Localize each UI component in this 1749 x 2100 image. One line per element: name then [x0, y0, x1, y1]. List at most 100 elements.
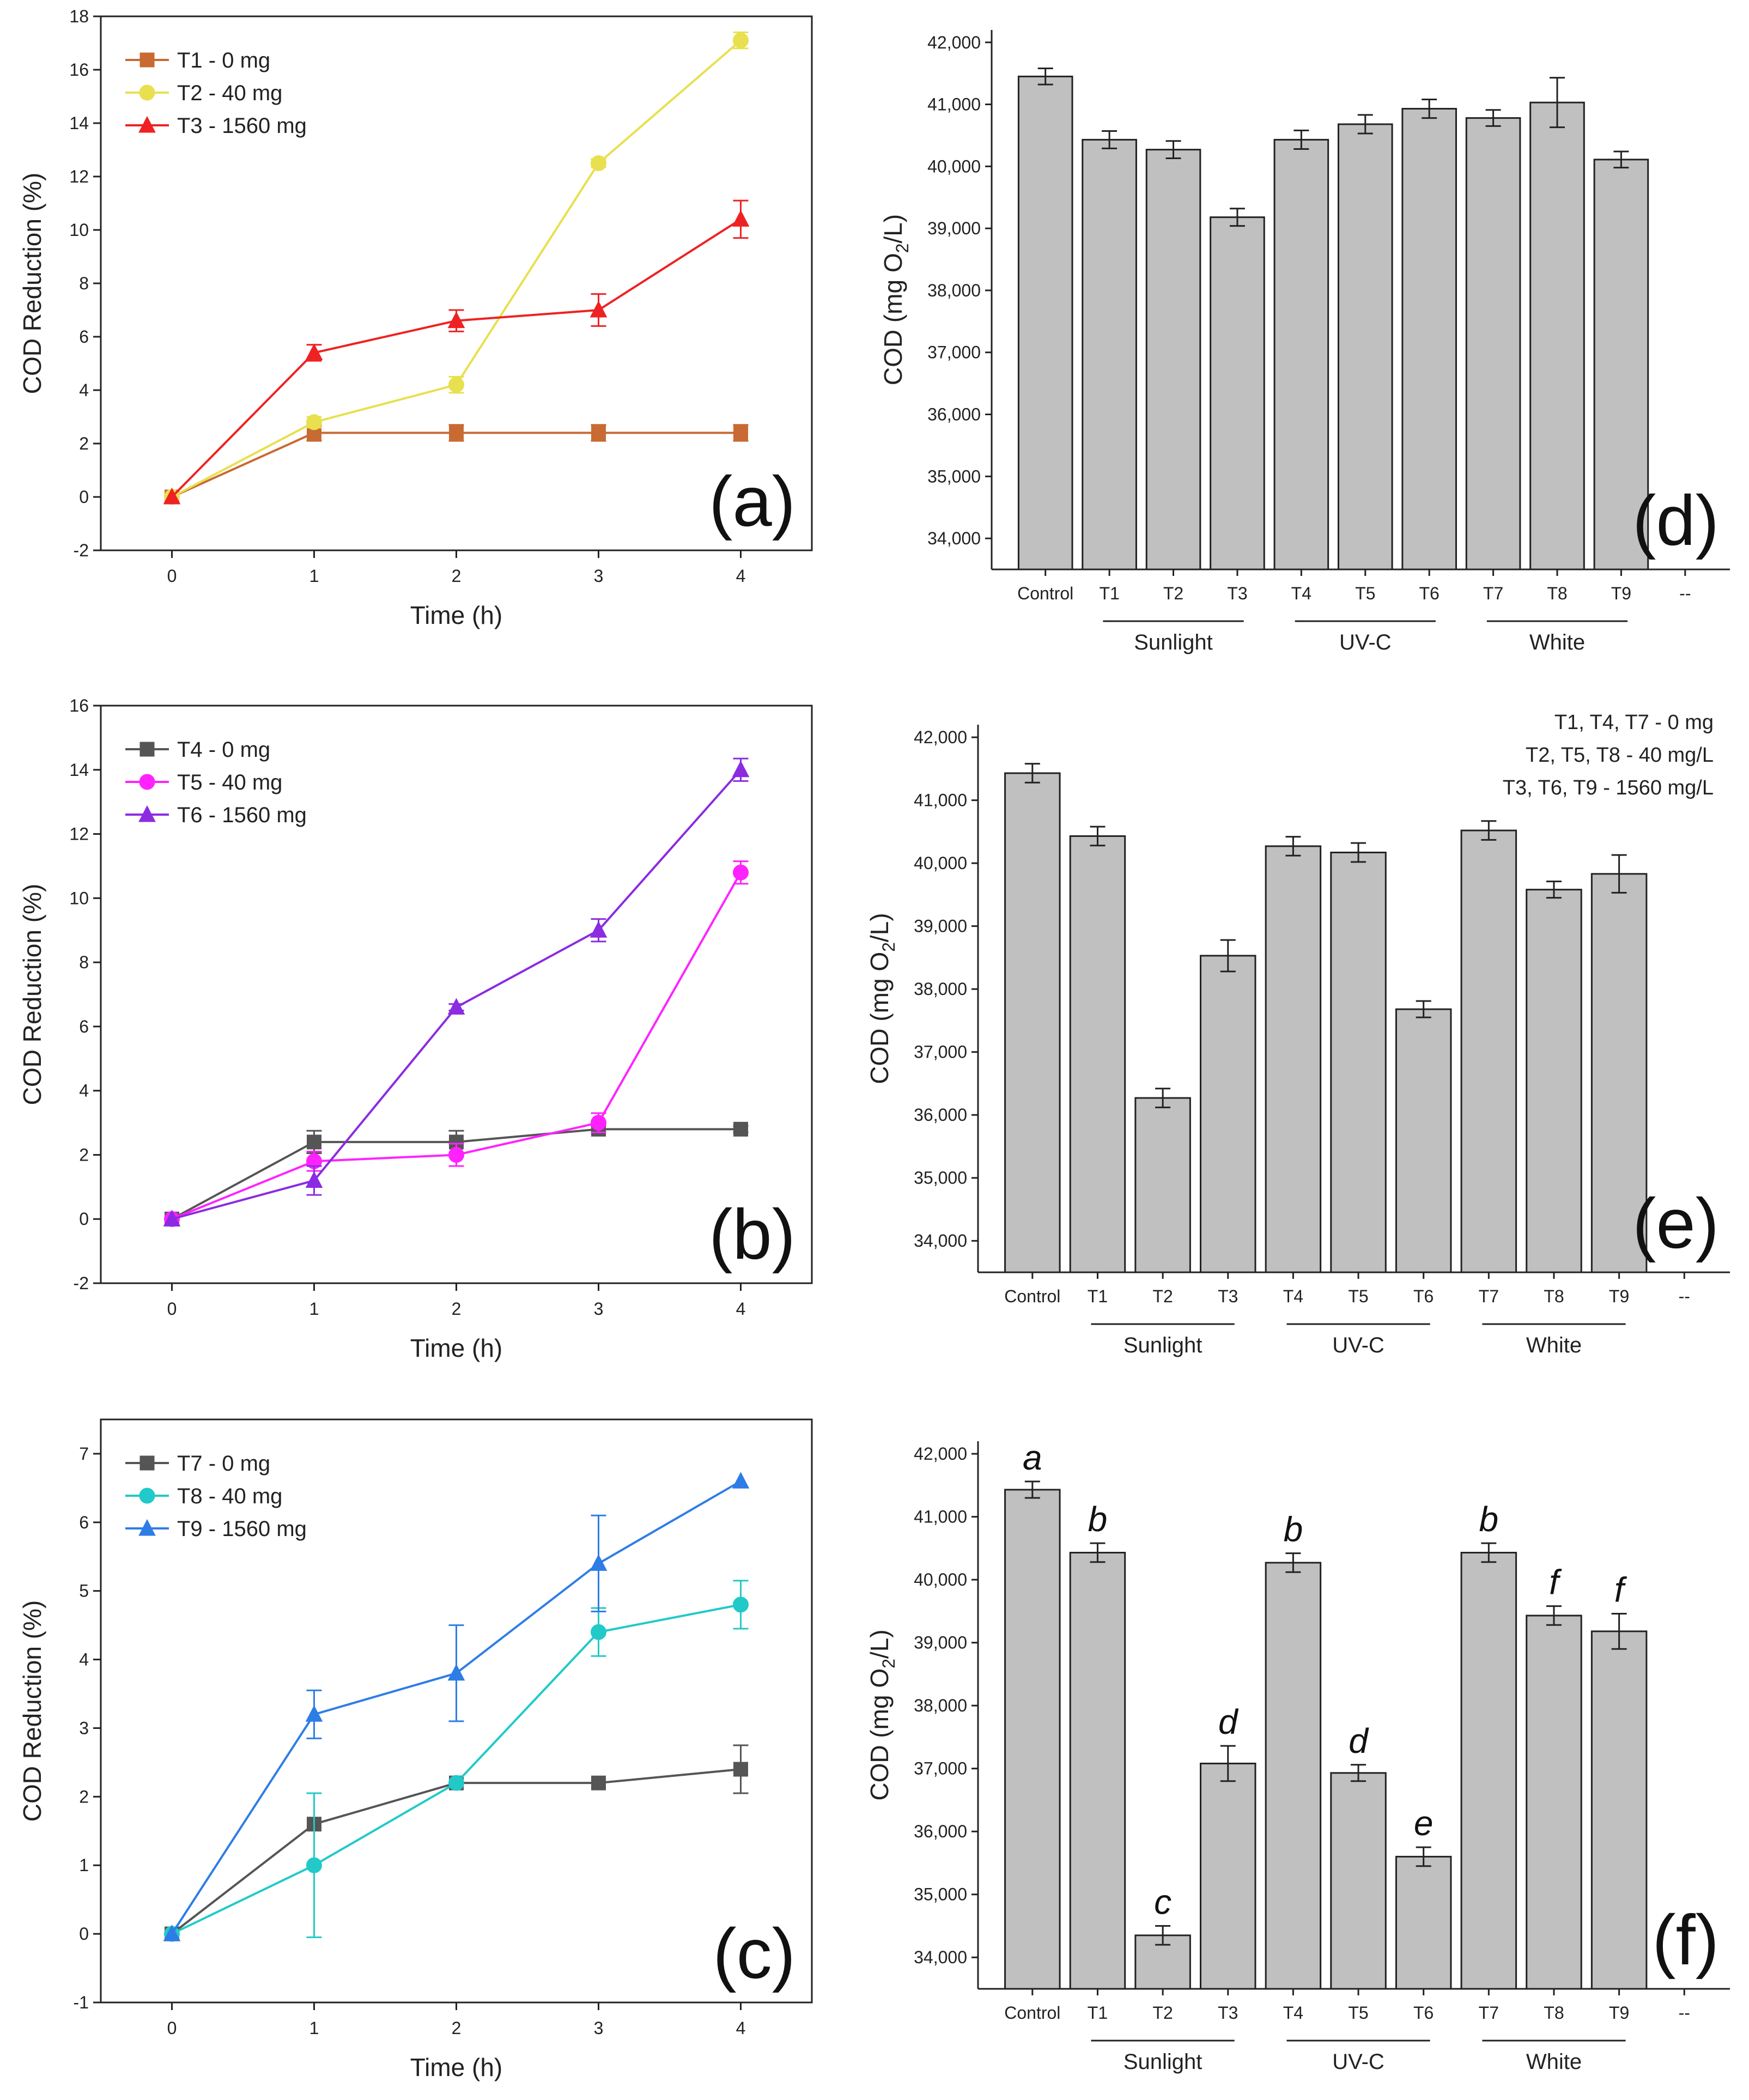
bar-t5 — [1330, 852, 1387, 1273]
bar-t9 — [1590, 1630, 1648, 1990]
bar-t1 — [1069, 835, 1126, 1273]
x-tick-label: T4 — [1283, 1286, 1303, 1306]
y-tick-label: 39,000 — [927, 219, 981, 238]
data-point — [307, 1134, 321, 1150]
x-tick-label: 3 — [594, 566, 604, 586]
y-tick-label: 14 — [69, 760, 89, 780]
x-axis-title: Time (h) — [410, 601, 503, 629]
x-tick-label: Control — [1004, 1286, 1060, 1306]
x-tick-label: T9 — [1609, 2003, 1629, 2023]
panel-e-bar-chart: 34,000 35,000 36,000 37,000 38,000 39,000 40,0… — [865, 711, 1730, 1357]
data-point — [590, 300, 608, 318]
data-point — [163, 1925, 181, 1941]
y-axis-title: COD Reduction (%) — [18, 1600, 46, 1822]
bar-t7 — [1465, 117, 1521, 570]
y-tick-label: 40,000 — [914, 1570, 967, 1589]
x-tick-label: 3 — [594, 2018, 604, 2038]
data-point — [306, 1857, 322, 1873]
y-tick-label: 41,000 — [914, 791, 967, 810]
legend-marker — [139, 84, 155, 101]
y-axis-title: COD Reduction (%) — [18, 884, 46, 1105]
y-tick-label: 38,000 — [927, 281, 981, 300]
data-point — [591, 1624, 606, 1640]
significance-letter: b — [1284, 1510, 1303, 1549]
x-tick-label: 1 — [309, 2018, 319, 2038]
bar-t7 — [1460, 1551, 1517, 1990]
x-tick-label: T6 — [1413, 2003, 1434, 2023]
bar-t7 — [1460, 829, 1517, 1273]
series-line-t3 — [171, 218, 742, 498]
bar-t4 — [1265, 1562, 1322, 1990]
y-tick-label: 3 — [79, 1718, 89, 1738]
legend-marker — [139, 52, 155, 68]
y-tick-label: 41,000 — [914, 1507, 967, 1527]
legend-marker — [139, 1455, 155, 1471]
x-tick-label: T6 — [1419, 584, 1439, 603]
y-tick-label: 14 — [69, 113, 89, 133]
panel-label: (e) — [1632, 1183, 1719, 1263]
y-tick-label: 16 — [69, 696, 89, 715]
x-tick-label: 2 — [452, 2018, 461, 2038]
legend-label: T3 - 1560 mg — [177, 114, 307, 138]
group-label: White — [1526, 1333, 1582, 1357]
bar-control — [1017, 75, 1073, 570]
y-tick-label: 38,000 — [914, 979, 967, 999]
y-tick-label: 6 — [79, 327, 89, 347]
y-tick-label: 34,000 — [914, 1947, 967, 1967]
x-tick-label: T5 — [1348, 2003, 1368, 2023]
group-label: UV-C — [1332, 2050, 1384, 2074]
y-tick-label: 42,000 — [914, 727, 967, 747]
bar-control — [1004, 1489, 1061, 1990]
data-point — [732, 210, 750, 227]
y-tick-label: 4 — [79, 1081, 89, 1101]
legend-label: T5 - 40 mg — [177, 770, 282, 794]
y-tick-label: 7 — [79, 1444, 89, 1464]
data-point — [591, 425, 606, 440]
panel-label: (b) — [709, 1194, 795, 1274]
panel-label: (d) — [1632, 481, 1719, 560]
legend-label: T7 - 0 mg — [177, 1452, 270, 1476]
legend-marker — [138, 116, 156, 133]
x-tick-label: Control — [1004, 2003, 1060, 2023]
y-tick-label: 38,000 — [914, 1696, 967, 1715]
legend-note: T3, T6, T9 - 1560 mg/L — [1503, 776, 1714, 799]
data-point — [448, 1775, 464, 1791]
y-axis-title: COD Reduction (%) — [18, 173, 46, 394]
y-tick-label: 4 — [79, 380, 89, 400]
legend-label: T6 - 1560 mg — [177, 803, 307, 827]
data-point — [447, 311, 465, 329]
x-tick-label: T1 — [1088, 1286, 1108, 1306]
x-tick-label: T4 — [1291, 584, 1311, 603]
y-axis-title-subscript: 2 — [879, 942, 898, 952]
group-label: UV-C — [1332, 1333, 1384, 1357]
x-tick-label: 1 — [309, 566, 319, 586]
data-point — [306, 414, 322, 430]
x-tick-label: -- — [1679, 1286, 1690, 1306]
x-tick-label: 0 — [167, 2018, 177, 2038]
y-tick-label: -2 — [74, 541, 89, 560]
y-tick-label: -1 — [74, 1993, 89, 2012]
y-tick-label: 37,000 — [914, 1759, 967, 1779]
bar-control — [1004, 772, 1061, 1273]
data-point — [591, 155, 606, 171]
panel-label: (a) — [709, 462, 795, 541]
x-tick-label: T5 — [1355, 584, 1375, 603]
x-tick-label: T4 — [1283, 2003, 1303, 2023]
data-point — [733, 1121, 748, 1137]
x-tick-label: T8 — [1544, 1286, 1564, 1306]
y-tick-label: 0 — [79, 1209, 89, 1229]
x-tick-label: 2 — [452, 1299, 461, 1319]
y-tick-label: 42,000 — [927, 33, 981, 52]
legend-note: T2, T5, T8 - 40 mg/L — [1526, 744, 1714, 767]
y-tick-label: 42,000 — [914, 1444, 967, 1464]
bar-t1 — [1082, 138, 1137, 570]
y-axis-title: COD (mg O2/L) — [879, 214, 912, 385]
y-tick-label: 10 — [69, 220, 89, 240]
panel-f-bar-chart: 34,000 35,000 36,000 37,000 38,000 39,000 40,0… — [865, 1438, 1730, 2074]
y-tick-label: 36,000 — [914, 1822, 967, 1841]
y-tick-label: 6 — [79, 1017, 89, 1036]
group-label: Sunlight — [1124, 2050, 1203, 2074]
bar-t3 — [1210, 216, 1265, 570]
